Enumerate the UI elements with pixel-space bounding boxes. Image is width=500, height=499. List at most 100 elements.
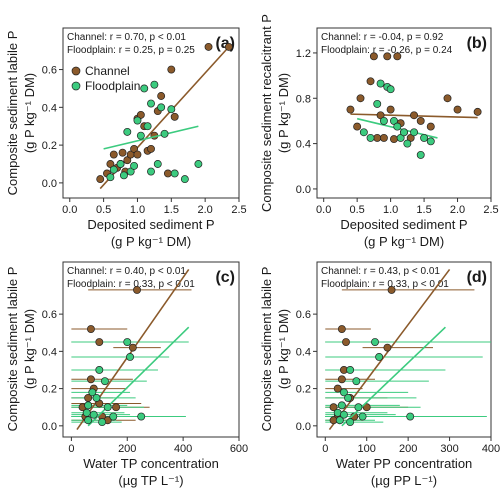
y-tick-label: 0.0 [42,421,57,433]
floodplain-point [109,412,118,421]
panel-c: 0 200 400 600 0.0 0.2 0.4 0.6 Water TP concentra… [5,261,248,488]
channel-point [163,169,172,178]
channel-point [157,92,166,100]
x-tick-label: 2.0 [450,204,465,216]
panel-label: (d) [467,269,487,286]
y-tick-label: 1.2 [296,48,311,60]
floodplain-point [123,338,132,347]
channel-point [123,156,132,165]
floodplain-point [403,139,412,148]
channel-point [136,110,145,119]
panel-d: 0 100 200 300 400 0.0 0.2 0.4 0.6 Water PP concen… [259,261,500,488]
floodplain-point [147,167,155,176]
channel-point [386,105,395,114]
floodplain-point [82,408,91,417]
floodplain-point [126,352,134,361]
floodplain-point [416,150,425,159]
x-tick-label: 300 [440,443,458,455]
floodplain-point [84,401,93,410]
y-axis-label: Composite sediment labile P [5,31,20,196]
floodplain-point [88,388,97,397]
floodplain-point [420,133,429,142]
channel-point [346,105,355,114]
y-tick-label: 0.0 [296,421,311,433]
x-tick-label: 100 [358,443,376,455]
panel-b: 0.0 0.5 1.0 1.5 2.0 2.5 0.0 0.4 0.8 1.2 Deposited … [259,14,499,249]
x-tick-label: 0 [322,443,328,455]
floodplain-point [344,393,353,402]
floodplain-point [123,127,132,136]
channel-point [96,175,105,184]
floodplain-point [371,338,379,347]
floodplain-point [100,377,109,386]
floodplain-point [335,416,344,425]
channel-point [443,94,452,103]
y-tick-label: 0.2 [42,384,57,396]
x-axis-label: Deposited sediment P [87,217,214,232]
stats-channel: Channel: r = 0.43, p < 0.01 [321,266,440,277]
x-axis-label: Deposited sediment P [340,217,467,232]
channel-point [128,343,137,352]
floodplain-point [194,160,203,168]
floodplain-point [375,352,384,361]
channel-point [337,325,346,333]
floodplain-point [180,175,189,184]
floodplain-point [116,160,125,168]
x-tick-label: 1.0 [130,204,145,216]
channel-point [356,94,365,103]
floodplain-point [106,173,115,182]
floodplain-point [119,171,128,180]
data-layer [71,268,192,431]
floodplain-point [352,377,361,386]
channel-point [133,285,141,294]
y-tick-label: 0.6 [42,65,57,77]
floodplain-point [170,169,179,178]
channel-point [170,112,179,121]
stats-floodplain: Floodplain: r = 0.33, p < 0.01 [321,279,449,290]
plot-frame [316,27,492,199]
floodplain-point [136,131,145,140]
channel-point [390,135,398,144]
x-axis-unit: (µg TP L⁻¹) [118,473,183,488]
floodplain-regression-line [103,125,199,150]
channel-point [373,133,382,142]
channel-point [109,150,118,159]
y-tick-label: 0.4 [42,102,57,114]
floodplain-point [366,133,375,142]
floodplain-point [160,129,169,138]
data-layer [346,52,482,159]
y-axis-unit: (g P kg⁻¹ DM) [276,309,291,389]
x-tick-label: 2.5 [231,204,246,216]
floodplain-point [140,84,149,93]
panel-label: (b) [467,35,487,52]
plot-frame [316,261,492,438]
x-tick-label: 1.5 [416,204,431,216]
y-axis-label: Composite sediment recalcitrant P [259,14,274,212]
legend-floodplain-label: Floodplain [85,79,140,93]
floodplain-point [354,403,363,412]
floodplain-point [137,412,146,421]
floodplain-point [103,403,112,412]
channel-point [95,338,104,347]
channel-point [353,122,362,131]
x-axis-label: Water TP concentration [83,456,219,471]
floodplain-point [376,79,385,88]
floodplain-point [410,128,418,137]
floodplain-point [98,418,107,427]
floodplain-point [109,165,118,174]
channel-point [130,144,139,153]
channel-point [112,403,121,412]
y-tick-label: 0.4 [42,346,57,358]
channel-point [426,122,435,131]
y-tick-label: 0.0 [42,178,57,190]
y-axis-label: Composite sediment labile P [5,267,20,432]
channel-point [416,116,425,125]
floodplain-point [393,122,402,131]
floodplain-point [147,99,155,108]
floodplain-point [153,160,162,168]
y-axis-unit: (g P kg⁻¹ DM) [276,73,291,153]
channel-point [204,42,213,51]
x-tick-label: 0.0 [62,204,77,216]
floodplain-point [150,80,159,89]
legend-floodplain-marker [71,81,81,91]
